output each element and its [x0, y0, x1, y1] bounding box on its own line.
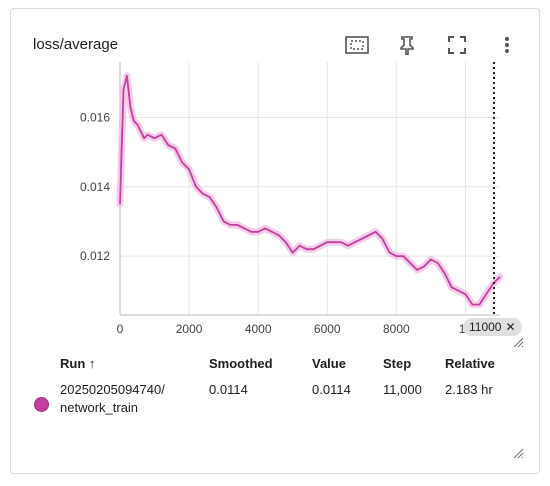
y-tick-label: 0.014 — [80, 180, 110, 194]
x-tick-label: 0 — [117, 322, 124, 336]
y-axis-ticks: 0.016 0.014 0.012 — [80, 110, 110, 263]
fit-domain-icon[interactable] — [343, 31, 371, 59]
fullscreen-icon[interactable] — [443, 31, 471, 59]
card-title: loss/average — [33, 36, 119, 53]
y-tick-label: 0.016 — [80, 110, 110, 124]
table-resize-handle-icon[interactable] — [512, 447, 524, 459]
cell-value: 0.0114 — [312, 382, 351, 397]
step-cursor-value: 11000 — [469, 320, 502, 334]
column-header-value[interactable]: Value — [312, 356, 346, 371]
column-header-run[interactable]: Run ↑ — [60, 356, 96, 371]
scalar-card: loss/average — [10, 8, 540, 474]
cell-step: 11,000 — [383, 382, 422, 397]
close-icon[interactable]: ✕ — [505, 320, 516, 334]
x-axis-ticks: 0200040006000800010 — [117, 322, 473, 336]
cell-relative: 2.183 hr — [445, 382, 493, 397]
step-cursor-chip[interactable]: 11000 ✕ — [463, 318, 522, 336]
column-header-relative[interactable]: Relative — [445, 356, 495, 371]
x-tick-label: 2000 — [176, 322, 203, 336]
run-name-line2: network_train — [60, 400, 139, 415]
y-tick-label: 0.012 — [80, 249, 110, 263]
cell-smoothed: 0.0114 — [209, 382, 248, 397]
resize-handle-icon[interactable] — [512, 336, 524, 348]
x-tick-label: 8000 — [383, 322, 410, 336]
x-tick-label: 4000 — [245, 322, 272, 336]
run-name-line1: 20250205094740/ — [60, 382, 165, 397]
run-color-swatch — [34, 397, 49, 412]
series-line — [119, 75, 501, 306]
column-header-step[interactable]: Step — [383, 356, 412, 371]
column-header-smoothed[interactable]: Smoothed — [209, 356, 273, 371]
card-toolbar — [343, 31, 521, 59]
x-tick-label: 6000 — [314, 322, 341, 336]
more-vert-icon[interactable] — [493, 31, 521, 59]
pin-icon[interactable] — [393, 31, 421, 59]
